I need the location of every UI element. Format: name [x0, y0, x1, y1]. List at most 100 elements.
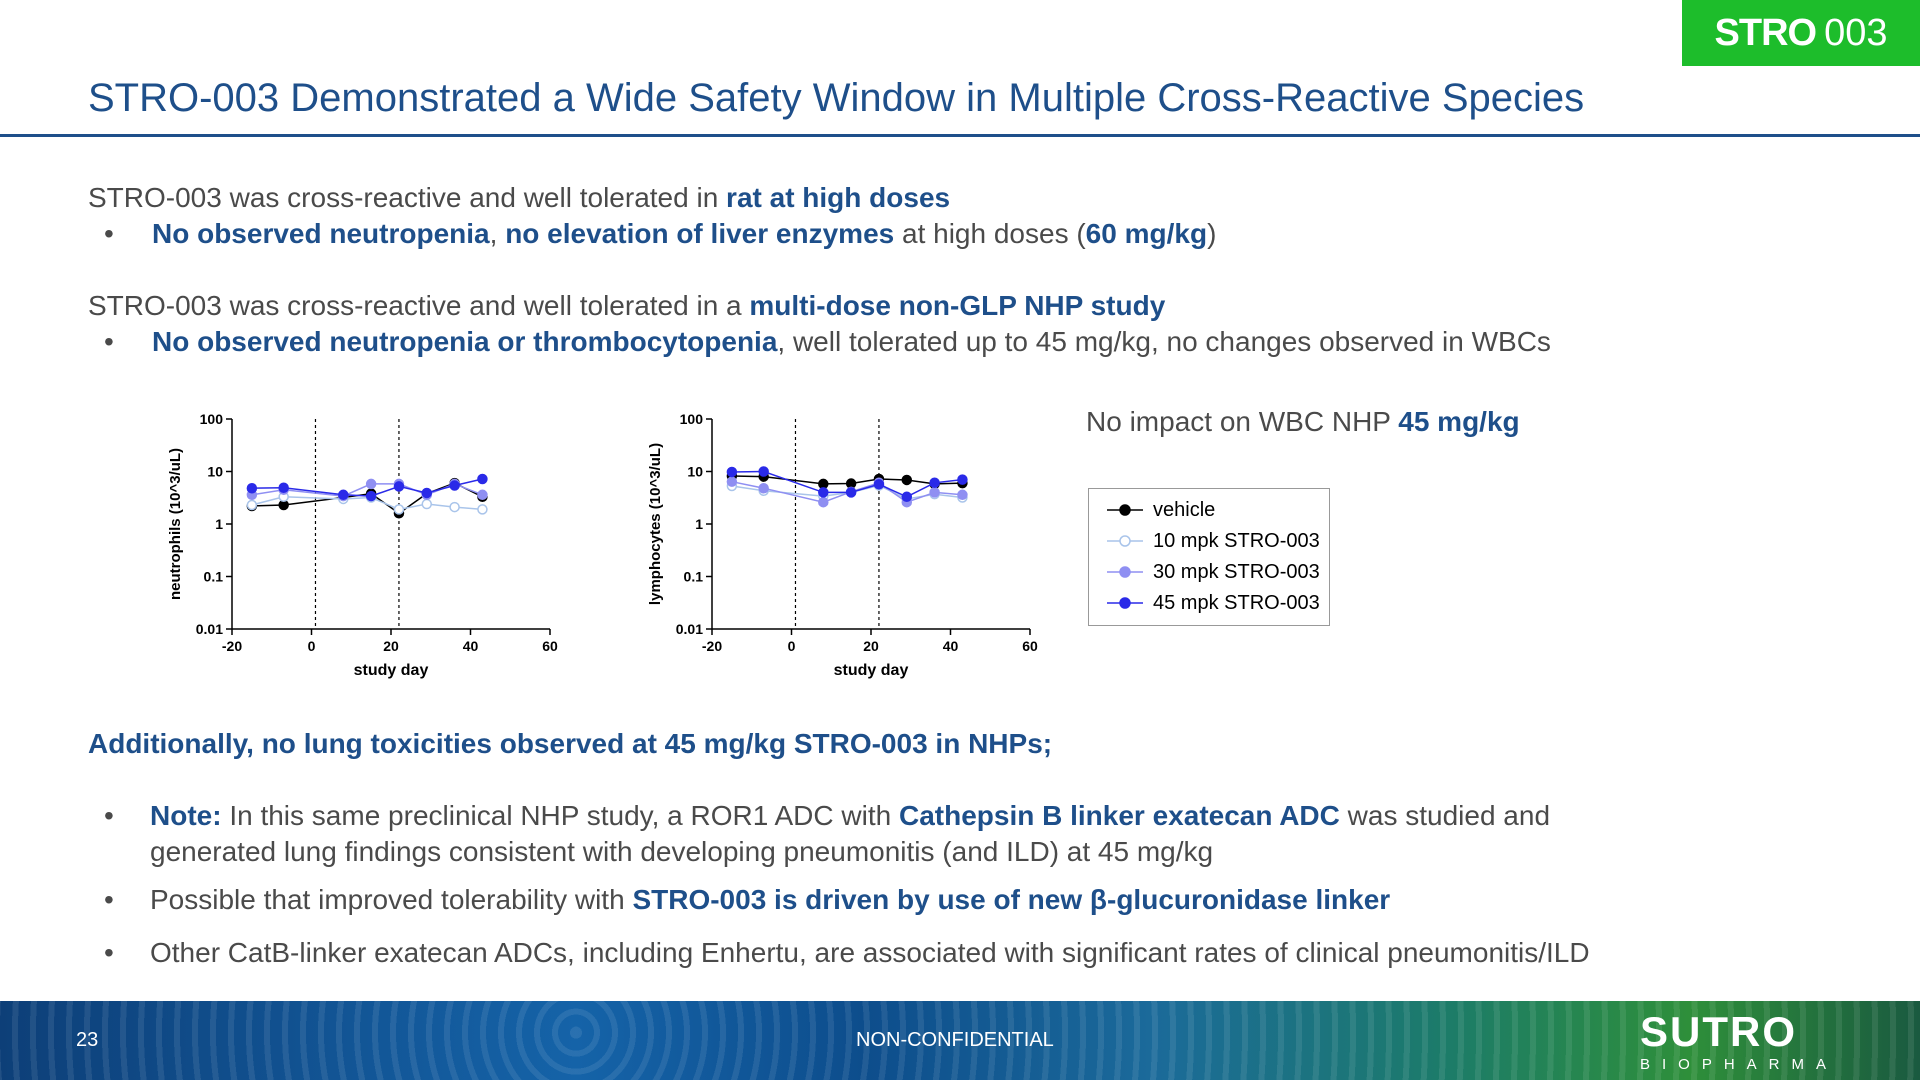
badge-brand: STRO	[1714, 11, 1818, 54]
data-point	[449, 480, 460, 491]
data-point	[477, 473, 488, 485]
lung-b1-emphasis: Cathepsin B linker exatecan ADC	[898, 800, 1340, 831]
data-point	[338, 489, 349, 501]
y-tick-label: 0.01	[196, 621, 223, 637]
data-point	[818, 496, 829, 508]
badge-number: 003	[1824, 11, 1888, 54]
lung-b2-emphasis: STRO-003 is driven by use of new β-glucu…	[632, 884, 1391, 915]
legend-item: 10 mpk STRO-003	[1105, 527, 1320, 555]
lung-bullet-3: Other CatB-linker exatecan ADCs, includi…	[150, 937, 1590, 968]
rat-bullet-sep: ,	[489, 218, 506, 249]
y-tick-label: 100	[680, 411, 704, 427]
y-tick-label: 10	[687, 464, 703, 480]
neutrophils-chart: 100 10 1 0.1 0.01-20 0 20 40 60 study day neutroph…	[167, 411, 558, 679]
y-tick-label: 1	[695, 516, 703, 532]
bullet-dot: •	[104, 800, 114, 831]
legend-marker-icon	[1107, 566, 1143, 578]
data-point	[957, 474, 968, 485]
data-point	[421, 498, 433, 510]
y-tick-label: 10	[207, 464, 223, 480]
lung-bullet-2: Possible that improved tolerability with…	[150, 884, 1390, 916]
rat-lead-emphasis: rat at high doses	[726, 182, 951, 213]
x-axis-label: study day	[834, 662, 909, 679]
nhp-bullet-emphasis: No observed neutropenia or thrombocytope…	[152, 326, 778, 357]
data-point	[758, 482, 769, 494]
sutro-logo: SUTRO BIOPHARMA	[1640, 1010, 1839, 1074]
logo-sub: BIOPHARMA	[1640, 1056, 1839, 1073]
data-point	[246, 499, 258, 511]
lung-b1-text-2: was studied and	[1339, 800, 1551, 831]
nhp-lead-text: STRO-003 was cross-reactive and well tol…	[88, 290, 750, 321]
bullet-dot: •	[104, 218, 114, 249]
x-tick-label: -20	[222, 638, 242, 654]
lung-bullet-1-line2: generated lung findings consistent with …	[150, 836, 1214, 867]
data-point	[393, 504, 405, 515]
rat-bullet-text: at high doses (	[894, 218, 1086, 249]
y-axis-label: lymphocytes (10^3/uL)	[647, 443, 664, 605]
data-point	[957, 489, 968, 501]
legend-label: 30 mpk STRO-003	[1153, 560, 1320, 583]
data-point	[818, 487, 829, 498]
x-tick-label: 0	[788, 638, 796, 654]
data-point	[818, 478, 829, 490]
legend-item: 30 mpk STRO-003	[1105, 558, 1320, 586]
legend-marker-icon	[1107, 597, 1143, 609]
y-tick-label: 0.1	[204, 569, 224, 585]
wbc-note-dose: 45 mg/kg	[1398, 406, 1520, 437]
confidentiality-label: NON-CONFIDENTIAL	[856, 1029, 1054, 1051]
data-point	[901, 491, 913, 503]
data-point	[246, 482, 258, 494]
footer-banner	[0, 1001, 1920, 1080]
x-tick-label: 60	[542, 638, 558, 654]
y-tick-label: 100	[200, 411, 224, 427]
x-tick-label: 40	[463, 638, 479, 654]
data-point	[929, 487, 940, 498]
footer-texture	[0, 1001, 1920, 1080]
chart-legend: vehicle 10 mpk STRO-003 30 mpk STRO-003 …	[1088, 488, 1330, 626]
nhp-bullet-text: , well tolerated up to 45 mg/kg, no chan…	[777, 326, 1551, 357]
data-point	[278, 482, 289, 494]
data-point	[421, 487, 433, 499]
title-divider	[0, 134, 1920, 137]
rat-bullet-dose: 60 mg/kg	[1085, 218, 1208, 249]
wbc-note-text: No impact on WBC NHP	[1086, 406, 1399, 437]
rat-bullet-emphasis-2: no elevation of liver enzymes	[505, 218, 895, 249]
bullet-dot: •	[104, 884, 114, 915]
rat-lead-text: STRO-003 was cross-reactive and well tol…	[88, 182, 727, 213]
bullet-dot: •	[104, 326, 114, 357]
data-point	[449, 501, 460, 513]
nhp-study-lead: STRO-003 was cross-reactive and well tol…	[88, 290, 1165, 322]
data-point	[758, 466, 769, 477]
data-point	[929, 477, 940, 489]
data-point	[845, 487, 857, 498]
x-tick-label: 20	[863, 638, 879, 654]
nhp-lead-emphasis: multi-dose non-GLP NHP study	[749, 290, 1166, 321]
x-tick-label: 20	[383, 638, 399, 654]
legend-marker-icon	[1107, 535, 1143, 547]
page-number: 23	[76, 1029, 99, 1051]
brand-badge: STRO 003	[1682, 0, 1920, 66]
rat-study-bullet: No observed neutropenia, no elevation of…	[152, 218, 1216, 250]
data-point	[901, 474, 913, 486]
nhp-study-bullet: No observed neutropenia or thrombocytope…	[152, 326, 1551, 358]
x-tick-label: 60	[1022, 638, 1038, 654]
x-tick-label: -20	[702, 638, 722, 654]
rat-study-lead: STRO-003 was cross-reactive and well tol…	[88, 182, 950, 214]
x-tick-label: 40	[943, 638, 959, 654]
y-tick-label: 0.1	[684, 569, 704, 585]
data-point	[873, 479, 885, 490]
legend-label: 45 mpk STRO-003	[1153, 591, 1320, 614]
y-tick-label: 0.01	[676, 621, 703, 637]
lung-heading: Additionally, no lung toxicities observe…	[88, 728, 1053, 759]
data-point	[365, 490, 377, 502]
data-point	[477, 504, 488, 515]
legend-marker-icon	[1107, 504, 1143, 516]
legend-item: vehicle	[1105, 496, 1215, 524]
data-point	[365, 478, 377, 490]
wbc-note: No impact on WBC NHP 45 mg/kg	[1086, 406, 1520, 438]
data-point	[726, 476, 738, 487]
data-point	[477, 489, 488, 501]
rat-bullet-emphasis-1: No observed neutropenia	[152, 218, 490, 249]
y-tick-label: 1	[215, 516, 223, 532]
rat-bullet-end: )	[1207, 218, 1217, 249]
